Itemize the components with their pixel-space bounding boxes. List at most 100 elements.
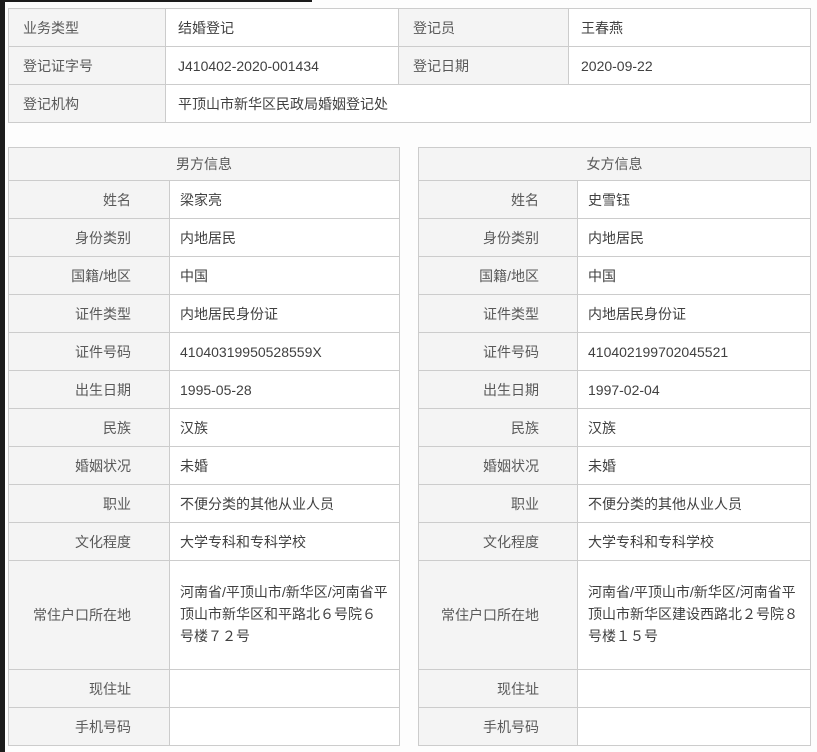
field-value xyxy=(577,669,811,708)
field-value xyxy=(169,707,400,746)
field-label: 出生日期 xyxy=(8,370,170,409)
field-value: 不便分类的其他从业人员 xyxy=(169,484,400,523)
table-row: 国籍/地区 中国 xyxy=(8,256,400,295)
field-label: 民族 xyxy=(418,408,578,447)
table-header: 男方信息 xyxy=(8,147,400,181)
table-row: 手机号码 xyxy=(8,707,400,746)
table-row: 业务类型 结婚登记 登记员 王春燕 xyxy=(8,8,811,47)
field-value: 41040319950528559X xyxy=(169,332,400,371)
field-value xyxy=(169,669,400,708)
table-row: 女方信息 xyxy=(418,147,811,181)
field-label: 常住户口所在地 xyxy=(418,560,578,670)
table-row: 出生日期 1997-02-04 xyxy=(418,370,811,409)
field-value: 中国 xyxy=(169,256,400,295)
table-row: 身份类别 内地居民 xyxy=(8,218,400,257)
field-label: 姓名 xyxy=(418,180,578,219)
table-row: 民族 汉族 xyxy=(8,408,400,447)
table-row: 婚姻状况 未婚 xyxy=(8,446,400,485)
field-label: 国籍/地区 xyxy=(8,256,170,295)
field-label: 婚姻状况 xyxy=(418,446,578,485)
field-label: 身份类别 xyxy=(418,218,578,257)
field-label: 现住址 xyxy=(418,669,578,708)
field-value xyxy=(577,707,811,746)
field-value: 内地居民 xyxy=(169,218,400,257)
table-header: 女方信息 xyxy=(418,147,811,181)
field-label: 职业 xyxy=(8,484,170,523)
male-info-table: 男方信息 姓名 梁家亮 身份类别 内地居民 国籍/地区 中国 证件类型 内地居民身份证 … xyxy=(8,147,400,746)
field-value: 2020-09-22 xyxy=(568,46,811,85)
table-row: 登记机构 平顶山市新华区民政局婚姻登记处 xyxy=(8,84,811,123)
registry-summary-table: 业务类型 结婚登记 登记员 王春燕 登记证字号 J410402-2020-001… xyxy=(8,8,811,123)
field-value: 内地居民 xyxy=(577,218,811,257)
field-value: 大学专科和专科学校 xyxy=(577,522,811,561)
table-row: 手机号码 xyxy=(418,707,811,746)
field-value: 未婚 xyxy=(577,446,811,485)
field-label: 婚姻状况 xyxy=(8,446,170,485)
table-row: 现住址 xyxy=(418,669,811,708)
table-row: 现住址 xyxy=(8,669,400,708)
field-value: 河南省/平顶山市/新华区/河南省平顶山市新华区和平路北６号院６号楼７２号 xyxy=(169,560,400,670)
field-label: 现住址 xyxy=(8,669,170,708)
field-value: 未婚 xyxy=(169,446,400,485)
field-value: 内地居民身份证 xyxy=(169,294,400,333)
window-edge-left xyxy=(0,0,5,752)
window-edge-top xyxy=(0,0,312,2)
table-row: 身份类别 内地居民 xyxy=(418,218,811,257)
table-row: 证件号码 410402199702045521 xyxy=(418,332,811,371)
table-row: 证件类型 内地居民身份证 xyxy=(8,294,400,333)
field-label: 职业 xyxy=(418,484,578,523)
field-label: 登记日期 xyxy=(398,46,569,85)
field-value: 中国 xyxy=(577,256,811,295)
table-row: 常住户口所在地 河南省/平顶山市/新华区/河南省平顶山市新华区建设西路北２号院８号… xyxy=(418,560,811,670)
table-row: 男方信息 xyxy=(8,147,400,181)
field-value: 1997-02-04 xyxy=(577,370,811,409)
field-value: 结婚登记 xyxy=(165,8,399,47)
table-row: 出生日期 1995-05-28 xyxy=(8,370,400,409)
table-row: 证件类型 内地居民身份证 xyxy=(418,294,811,333)
table-row: 证件号码 41040319950528559X xyxy=(8,332,400,371)
field-value: 不便分类的其他从业人员 xyxy=(577,484,811,523)
field-label: 出生日期 xyxy=(418,370,578,409)
field-value: 1995-05-28 xyxy=(169,370,400,409)
table-row: 职业 不便分类的其他从业人员 xyxy=(418,484,811,523)
field-value: 梁家亮 xyxy=(169,180,400,219)
field-value: 河南省/平顶山市/新华区/河南省平顶山市新华区建设西路北２号院８号楼１５号 xyxy=(577,560,811,670)
field-label: 证件类型 xyxy=(418,294,578,333)
field-value: 汉族 xyxy=(577,408,811,447)
table-row: 职业 不便分类的其他从业人员 xyxy=(8,484,400,523)
field-label: 证件号码 xyxy=(8,332,170,371)
table-row: 文化程度 大学专科和专科学校 xyxy=(8,522,400,561)
field-value: 平顶山市新华区民政局婚姻登记处 xyxy=(165,84,811,123)
field-label: 常住户口所在地 xyxy=(8,560,170,670)
field-label: 手机号码 xyxy=(8,707,170,746)
field-label: 姓名 xyxy=(8,180,170,219)
female-info-table: 女方信息 姓名 史雪钰 身份类别 内地居民 国籍/地区 中国 证件类型 内地居民身份证 … xyxy=(418,147,811,746)
field-label: 登记机构 xyxy=(8,84,166,123)
table-row: 国籍/地区 中国 xyxy=(418,256,811,295)
field-value: 汉族 xyxy=(169,408,400,447)
field-value: 大学专科和专科学校 xyxy=(169,522,400,561)
table-row: 姓名 梁家亮 xyxy=(8,180,400,219)
table-row: 常住户口所在地 河南省/平顶山市/新华区/河南省平顶山市新华区和平路北６号院６号楼… xyxy=(8,560,400,670)
field-value: 内地居民身份证 xyxy=(577,294,811,333)
table-row: 姓名 史雪钰 xyxy=(418,180,811,219)
field-label: 国籍/地区 xyxy=(418,256,578,295)
field-label: 身份类别 xyxy=(8,218,170,257)
field-label: 手机号码 xyxy=(418,707,578,746)
field-value: J410402-2020-001434 xyxy=(165,46,399,85)
field-label: 业务类型 xyxy=(8,8,166,47)
table-row: 登记证字号 J410402-2020-001434 登记日期 2020-09-2… xyxy=(8,46,811,85)
field-label: 登记证字号 xyxy=(8,46,166,85)
field-label: 证件号码 xyxy=(418,332,578,371)
field-label: 文化程度 xyxy=(8,522,170,561)
table-row: 文化程度 大学专科和专科学校 xyxy=(418,522,811,561)
table-row: 婚姻状况 未婚 xyxy=(418,446,811,485)
field-value: 王春燕 xyxy=(568,8,811,47)
field-label: 证件类型 xyxy=(8,294,170,333)
field-value: 史雪钰 xyxy=(577,180,811,219)
field-value: 410402199702045521 xyxy=(577,332,811,371)
table-row: 民族 汉族 xyxy=(418,408,811,447)
field-label: 民族 xyxy=(8,408,170,447)
field-label: 文化程度 xyxy=(418,522,578,561)
field-label: 登记员 xyxy=(398,8,569,47)
